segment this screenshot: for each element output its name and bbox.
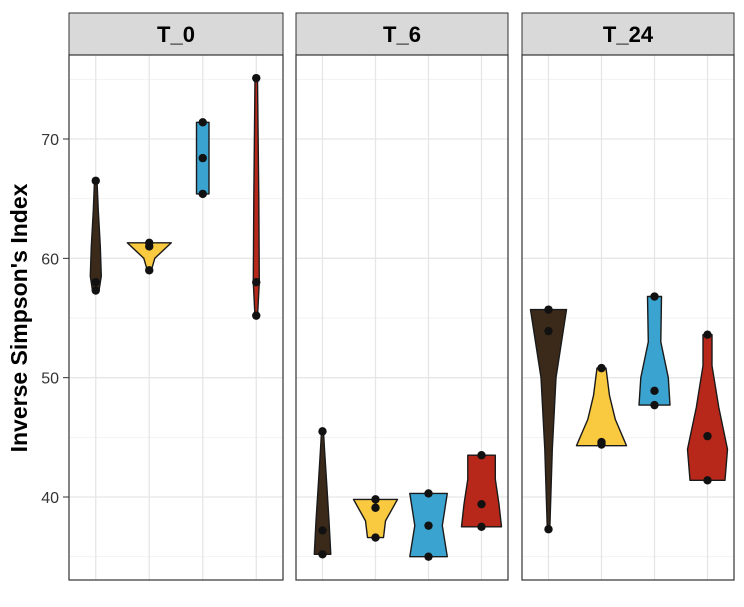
y-tick-label: 70 (41, 132, 59, 149)
strip-label: T_6 (383, 22, 421, 47)
facet-panels: T_0 T_6 T_24 (68, 12, 735, 581)
data-point (198, 153, 207, 163)
panel-border (295, 54, 509, 581)
data-point (703, 476, 712, 485)
data-point (424, 521, 433, 530)
data-point (91, 176, 100, 185)
data-point (318, 550, 327, 559)
data-point (477, 499, 486, 509)
strip-background (521, 12, 735, 56)
data-point (597, 363, 606, 373)
data-point (424, 489, 433, 498)
data-point (371, 503, 380, 512)
panel-border (521, 54, 735, 581)
strip-label: T_0 (157, 22, 195, 47)
y-tick-label: 40 (41, 490, 59, 507)
y-axis-ticks: 40 50 60 70 (41, 132, 69, 507)
violin-shape (686, 334, 729, 481)
data-point (544, 525, 553, 534)
data-point (703, 431, 712, 441)
facet-panel: T_6 (295, 12, 509, 581)
data-point (145, 266, 154, 275)
data-point (252, 73, 261, 83)
y-axis-label: Inverse Simpson's Index (6, 183, 32, 452)
data-point (650, 386, 659, 395)
strip-label: T_24 (603, 22, 654, 47)
y-tick-label: 50 (41, 371, 59, 388)
data-point (318, 526, 327, 535)
violin-shape (638, 295, 671, 406)
data-point (318, 427, 327, 436)
data-point (424, 552, 433, 561)
data-point (91, 286, 100, 295)
data-point (703, 330, 712, 339)
data-point (198, 189, 207, 199)
data-point (477, 522, 486, 532)
strip-background (68, 12, 284, 56)
data-point (650, 400, 659, 410)
data-point (371, 533, 380, 542)
y-tick-label: 60 (41, 251, 59, 268)
violin-shape (352, 498, 399, 539)
violin-shape (529, 308, 568, 530)
facet-panel: T_0 (68, 12, 284, 581)
data-point (597, 440, 606, 449)
violin-shape (575, 367, 628, 447)
panel-border (68, 54, 284, 581)
violin-shape (460, 454, 503, 528)
data-point (252, 311, 261, 320)
data-point (145, 242, 154, 251)
data-point (198, 118, 207, 127)
data-point (650, 292, 659, 301)
data-point (544, 326, 553, 336)
data-point (371, 495, 380, 504)
data-point (91, 278, 100, 287)
data-point (252, 278, 261, 287)
data-point (544, 305, 553, 314)
data-point (477, 451, 486, 460)
facet-panel: T_24 (521, 12, 735, 581)
